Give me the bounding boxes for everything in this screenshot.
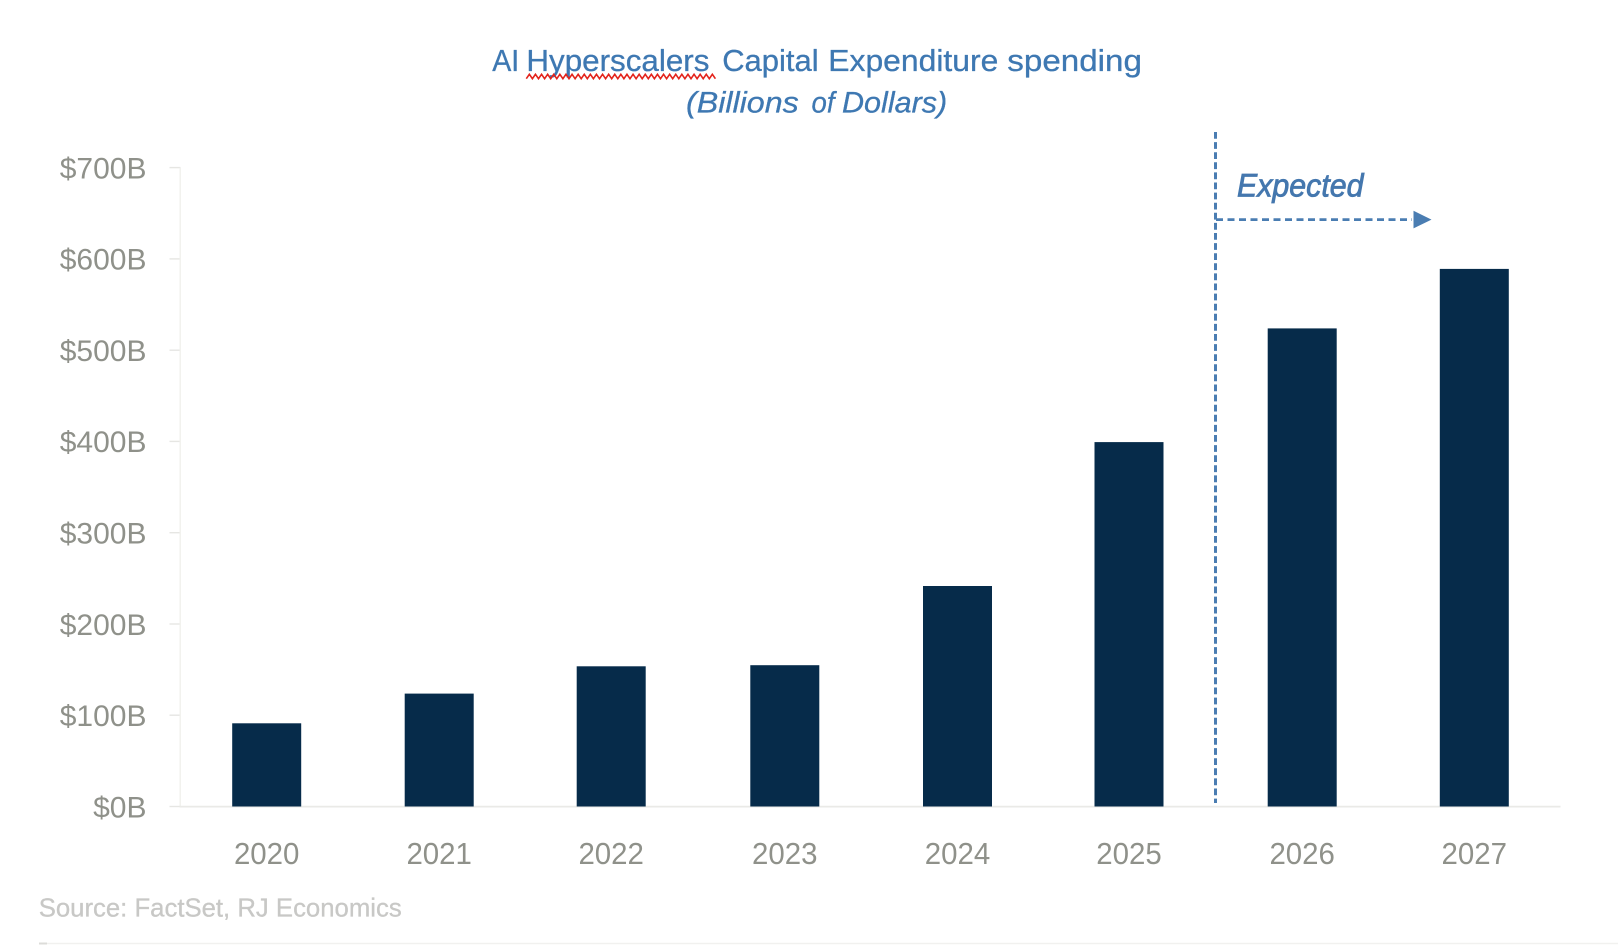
svg-text:Dollars): Dollars) [842,86,947,119]
svg-text:2024: 2024 [925,836,991,871]
svg-text:Hyperscalers: Hyperscalers [526,43,709,78]
svg-text:Expenditure: Expenditure [828,43,998,78]
svg-text:Source: FactSet, RJ Economics: Source: FactSet, RJ Economics [39,893,402,923]
svg-text:Expected: Expected [1237,168,1364,204]
svg-text:2020: 2020 [234,836,300,871]
svg-text:2026: 2026 [1269,836,1335,871]
svg-text:$700B: $700B [60,152,147,185]
svg-text:Capital: Capital [722,43,818,78]
svg-text:$500B: $500B [60,335,147,368]
svg-text:(Billions: (Billions [686,86,799,119]
svg-text:AI: AI [492,43,519,78]
svg-text:$0B: $0B [93,791,146,824]
svg-text:$400B: $400B [60,426,147,459]
svg-text:2023: 2023 [752,836,818,871]
svg-text:2021: 2021 [406,836,472,871]
svg-text:$300B: $300B [60,518,147,551]
svg-text:$600B: $600B [60,244,147,277]
svg-text:spending: spending [1007,43,1142,78]
svg-text:$100B: $100B [60,700,147,733]
svg-text:$200B: $200B [60,609,147,642]
svg-text:of: of [812,86,837,119]
svg-text:2027: 2027 [1442,836,1508,871]
svg-text:2022: 2022 [578,836,644,871]
svg-text:2025: 2025 [1096,836,1162,871]
